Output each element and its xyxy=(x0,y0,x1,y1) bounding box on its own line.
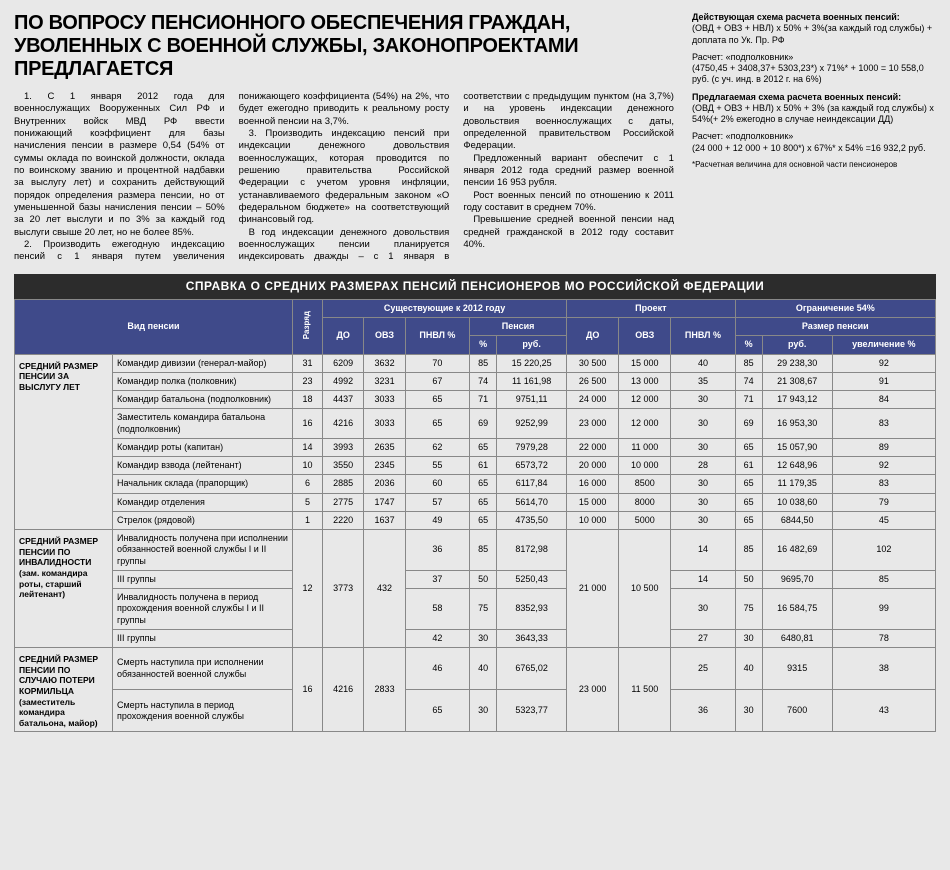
table-row: Командир роты (капитан)14399326356265797… xyxy=(15,438,936,456)
table-row: Командир отделения52775174757655614,7015… xyxy=(15,493,936,511)
table-row: Начальник склада (прапорщик)628852036606… xyxy=(15,475,936,493)
page-headline: ПО ВОПРОСУ ПЕНСИОННОГО ОБЕСПЕЧЕНИЯ ГРАЖД… xyxy=(14,12,674,81)
table-row: Командир полка (полковник)23499232316774… xyxy=(15,372,936,390)
table-row: Заместитель командира батальона (подполк… xyxy=(15,409,936,439)
table-row: III группы42303643,3327306480,8178 xyxy=(15,629,936,647)
table-row: СРЕДНИЙ РАЗМЕР ПЕНСИИ ПО ИНВАЛИДНОСТИ (з… xyxy=(15,530,936,571)
table-row: Инвалидность получена в период прохожден… xyxy=(15,589,936,630)
table-row: Командир батальона (подполковник)1844373… xyxy=(15,391,936,409)
table-row: Стрелок (рядовой)12220163749654735,5010 … xyxy=(15,511,936,529)
article-body: 1. С 1 января 2012 года для военнослужащ… xyxy=(14,91,674,264)
table-row: Смерть наступила в период прохождения во… xyxy=(15,690,936,732)
table-row: III группы37505250,4314509695,7085 xyxy=(15,570,936,588)
table-row: Командир взвода (лейтенант)1035502345556… xyxy=(15,457,936,475)
table-row: СРЕДНИЙ РАЗМЕР ПЕНСИИ ЗА ВЫСЛУГУ ЛЕТКома… xyxy=(15,354,936,372)
formula-sidebar: Действующая схема расчета военных пенсий… xyxy=(692,12,936,264)
table-title: СПРАВКА О СРЕДНИХ РАЗМЕРАХ ПЕНСИЙ ПЕНСИО… xyxy=(14,274,936,299)
table-row: СРЕДНИЙ РАЗМЕР ПЕНСИИ ПО СЛУЧАЮ ПОТЕРИ К… xyxy=(15,648,936,690)
pension-table: Вид пенсии Разряд Существующие к 2012 го… xyxy=(14,299,936,733)
